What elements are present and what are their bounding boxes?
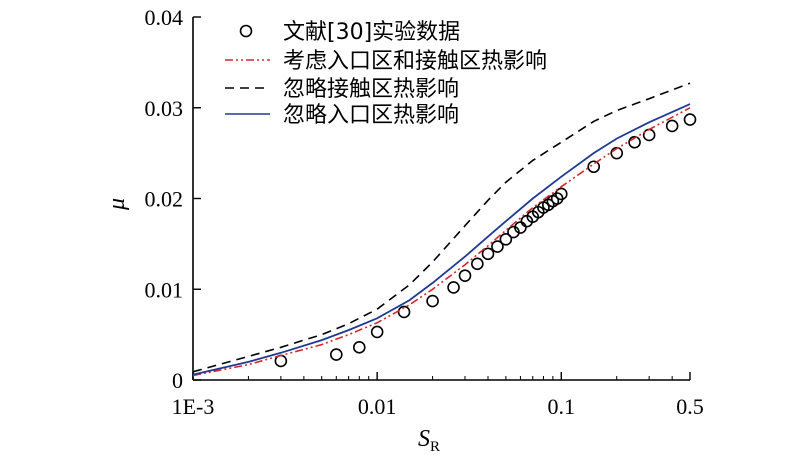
data-point [683, 113, 697, 126]
series-line [192, 103, 691, 376]
y-axis-title: μ [104, 198, 130, 211]
legend-marker [239, 24, 253, 38]
y-tick-label: 0.02 [145, 187, 184, 212]
axis-ticks: 0 0.01 0.02 0.03 0.04 1E-3 0.01 0.1 0.5 [145, 5, 704, 419]
x-tick-label: 0.1 [548, 394, 576, 419]
data-point [426, 294, 439, 308]
data-point [447, 281, 460, 294]
data-point [491, 240, 504, 253]
data-point [458, 269, 472, 282]
x-tick-label: 0.01 [358, 394, 397, 419]
series-2 [192, 107, 691, 377]
data-point [628, 135, 641, 149]
y-tick-label: 0.03 [145, 96, 184, 121]
series-3 [192, 82, 691, 373]
data-point [397, 305, 411, 319]
legend-label: 文献[30]实验数据 [283, 20, 460, 45]
data-point [610, 146, 624, 160]
series-line [192, 82, 691, 373]
y-tick-label: 0.01 [145, 277, 184, 302]
legend-label: 忽略入口区热影响 [283, 103, 459, 128]
data-point [352, 341, 366, 354]
data-point [554, 187, 568, 201]
data-point [587, 160, 601, 174]
data-point [665, 119, 679, 133]
legend-label: 忽略接触区热影响 [283, 77, 459, 102]
series-layer [192, 82, 697, 377]
data-point [471, 257, 484, 271]
x-axis-title-main: S [418, 426, 430, 452]
x-axis-title: SR [418, 426, 440, 455]
y-tick-label: 0 [172, 368, 183, 393]
x-tick-label: 0.5 [676, 394, 704, 419]
data-point [642, 128, 656, 142]
legend-label: 考虑入口区和接触区热影响 [283, 49, 547, 74]
data-point [370, 325, 384, 339]
x-axis-title-subscript: R [430, 439, 440, 455]
data-point [329, 348, 343, 361]
x-tick-label: 1E-3 [172, 394, 215, 419]
series-line [192, 107, 691, 377]
series-4 [192, 103, 691, 376]
data-point [499, 233, 513, 246]
data-point [481, 247, 495, 261]
y-tick-label: 0.04 [145, 5, 184, 30]
series-1 [274, 113, 697, 368]
data-point [514, 221, 527, 234]
